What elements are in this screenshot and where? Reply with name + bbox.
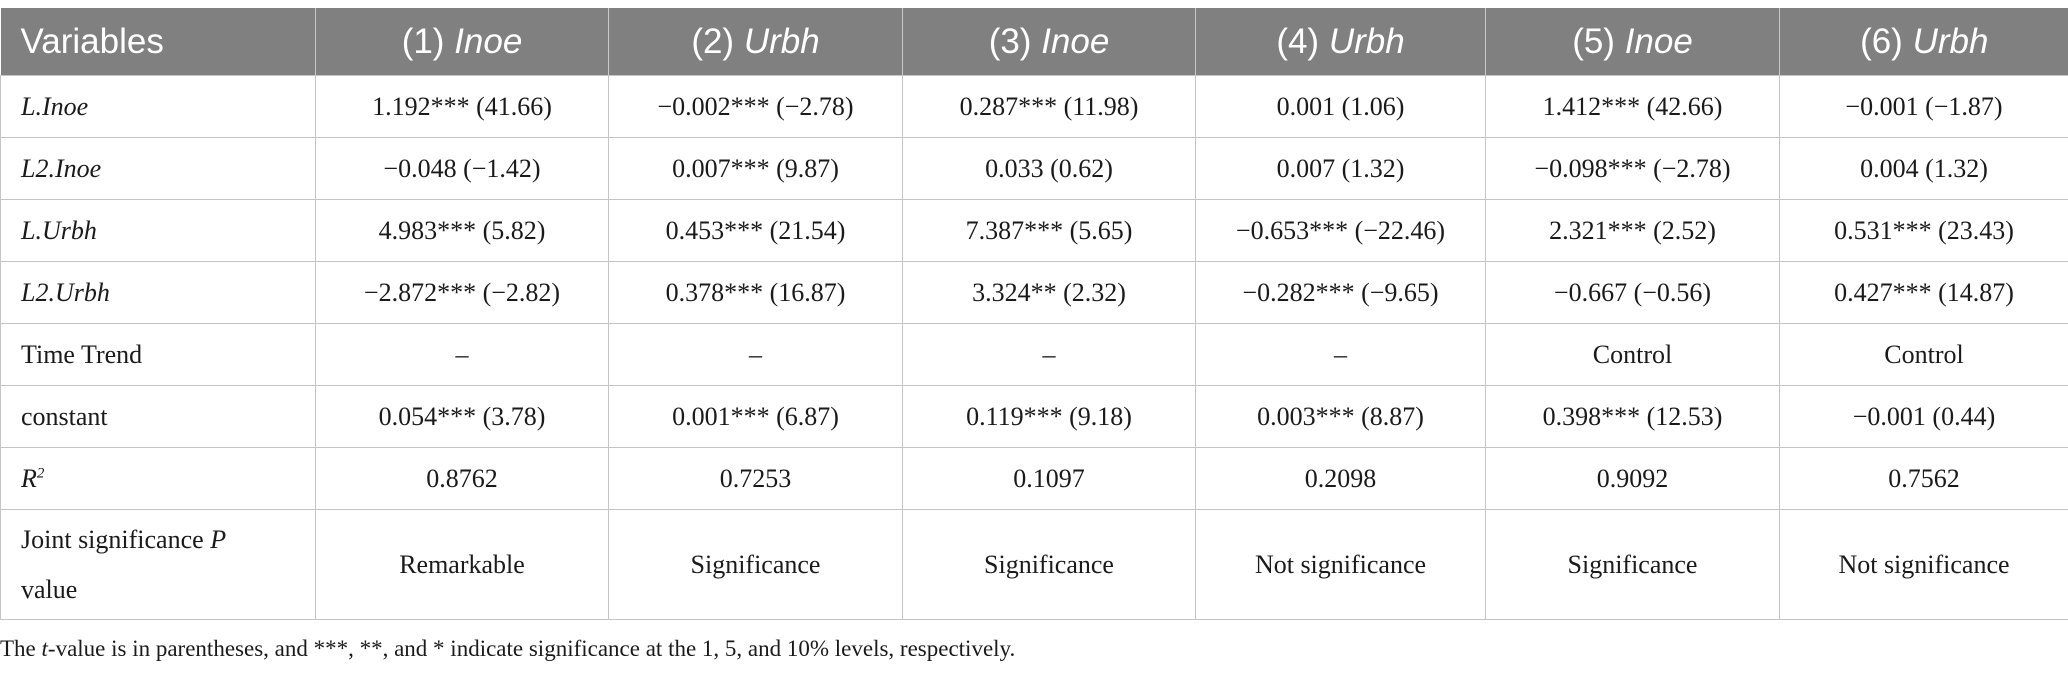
header-col-5-num: (5) [1572,21,1625,61]
table-footnote: The t-value is in parentheses, and ***, … [0,636,1015,662]
table-cell: 0.007 (1.32) [1195,137,1486,200]
table-row: L2.Urbh −2.872*** (−2.82) 0.378*** (16.8… [0,261,2068,324]
row-label: L.Urbh [0,199,316,262]
regression-table-container: Variables (1) Inoe (2) Urbh (3) Inoe (4)… [0,8,2068,620]
table-cell: −0.098*** (−2.78) [1485,137,1780,200]
table-row: constant 0.054*** (3.78) 0.001*** (6.87)… [0,385,2068,448]
row-label: constant [0,385,316,448]
table-cell: 2.321*** (2.52) [1485,199,1780,262]
joint-label-main: Joint significance [21,524,211,554]
table-cell: 7.387*** (5.65) [902,199,1196,262]
table-cell: −0.667 (−0.56) [1485,261,1780,324]
r-squared-letter: R [21,463,37,493]
table-cell: Significance [1485,509,1780,620]
table-cell: 0.001 (1.06) [1195,75,1486,138]
table-cell: −0.048 (−1.42) [315,137,609,200]
table-cell: 0.119*** (9.18) [902,385,1196,448]
header-col-4: (4) Urbh [1195,8,1486,76]
header-col-6-var: Urbh [1912,21,1989,61]
table-body: L.Inoe 1.192*** (41.66) −0.002*** (−2.78… [0,75,2068,620]
row-label: L2.Urbh [0,261,316,324]
table-cell: 3.324** (2.32) [902,261,1196,324]
r-squared-exponent: 2 [36,464,45,481]
table-cell: Remarkable [315,509,609,620]
table-cell: −0.001 (−1.87) [1779,75,2068,138]
header-col-3: (3) Inoe [902,8,1196,76]
table-cell: −0.282*** (−9.65) [1195,261,1486,324]
table-cell: Significance [902,509,1196,620]
header-col-5-var: Inoe [1624,21,1693,61]
joint-label-tail: value [21,574,78,604]
header-col-2: (2) Urbh [608,8,903,76]
table-cell: 0.453*** (21.54) [608,199,903,262]
table-cell: – [315,323,609,386]
table-cell: – [608,323,903,386]
header-col-1: (1) Inoe [315,8,609,76]
header-col-6: (6) Urbh [1779,8,2068,76]
table-cell: 0.531*** (23.43) [1779,199,2068,262]
row-label: L.Inoe [0,75,316,138]
header-col-3-var: Inoe [1041,21,1110,61]
table-cell: 1.412*** (42.66) [1485,75,1780,138]
joint-label-p: P [210,524,227,554]
table-cell: 1.192*** (41.66) [315,75,609,138]
table-cell: Significance [608,509,903,620]
table-header: Variables (1) Inoe (2) Urbh (3) Inoe (4)… [0,8,2068,76]
table-cell: 0.1097 [902,447,1196,510]
header-col-5: (5) Inoe [1485,8,1780,76]
table-cell: 0.033 (0.62) [902,137,1196,200]
table-cell: 0.287*** (11.98) [902,75,1196,138]
table-cell: Control [1779,323,2068,386]
table-cell: 0.001*** (6.87) [608,385,903,448]
table-row: L.Urbh 4.983*** (5.82) 0.453*** (21.54) … [0,199,2068,262]
table-cell: 0.007*** (9.87) [608,137,903,200]
table-row: L2.Inoe −0.048 (−1.42) 0.007*** (9.87) 0… [0,137,2068,200]
header-col-1-var: Inoe [454,21,523,61]
table-cell: −0.653*** (−22.46) [1195,199,1486,262]
header-variables: Variables [0,8,316,76]
header-col-2-var: Urbh [743,21,820,61]
header-col-6-num: (6) [1860,21,1913,61]
header-col-1-num: (1) [401,21,455,61]
table-row: L.Inoe 1.192*** (41.66) −0.002*** (−2.78… [0,75,2068,138]
footnote-post: -value is in parentheses, and ***, **, a… [47,636,1016,661]
table-cell: 0.003*** (8.87) [1195,385,1486,448]
regression-table: Variables (1) Inoe (2) Urbh (3) Inoe (4)… [0,8,2068,620]
table-cell: 0.004 (1.32) [1779,137,2068,200]
table-row: Time Trend – – – – Control Control [0,323,2068,386]
table-row: R2 0.8762 0.7253 0.1097 0.2098 0.9092 0.… [0,447,2068,510]
table-cell: 4.983*** (5.82) [315,199,609,262]
table-cell: −2.872*** (−2.82) [315,261,609,324]
row-label: Time Trend [0,323,316,386]
table-cell: −0.002*** (−2.78) [608,75,903,138]
footnote-t: t [41,636,48,661]
table-cell: 0.7253 [608,447,903,510]
table-cell: 0.427*** (14.87) [1779,261,2068,324]
table-cell: Not significance [1779,509,2068,620]
table-cell: 0.378*** (16.87) [608,261,903,324]
table-row: Joint significance P value Remarkable Si… [0,509,2068,620]
header-col-3-num: (3) [988,21,1042,61]
table-cell: – [902,323,1196,386]
table-cell: 0.8762 [315,447,609,510]
row-label: L2.Inoe [0,137,316,200]
header-row: Variables (1) Inoe (2) Urbh (3) Inoe (4)… [0,8,2068,76]
table-cell: 0.054*** (3.78) [315,385,609,448]
row-label-joint-significance: Joint significance P value [0,509,316,620]
table-cell: 0.7562 [1779,447,2068,510]
header-col-4-num: (4) [1276,21,1329,61]
table-cell: 0.398*** (12.53) [1485,385,1780,448]
row-label-r-squared: R2 [0,447,316,510]
table-cell: Not significance [1195,509,1486,620]
header-col-2-num: (2) [691,21,744,61]
table-cell: 0.2098 [1195,447,1486,510]
table-cell: – [1195,323,1486,386]
header-col-4-var: Urbh [1328,21,1405,61]
table-cell: Control [1485,323,1780,386]
table-cell: 0.9092 [1485,447,1780,510]
table-cell: −0.001 (0.44) [1779,385,2068,448]
footnote-pre: The [0,636,42,661]
